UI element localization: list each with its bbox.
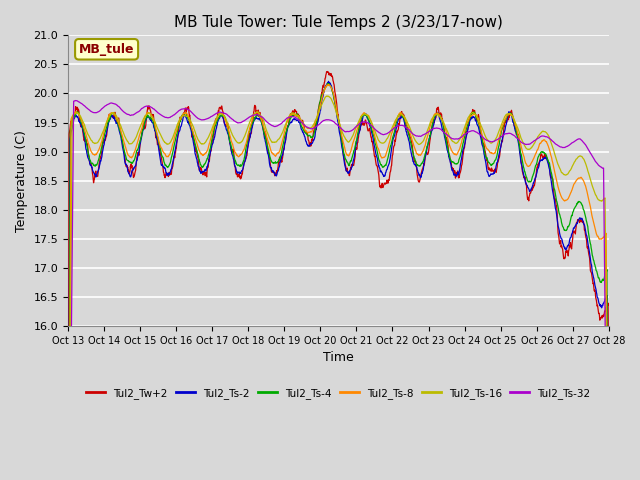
Text: MB_tule: MB_tule bbox=[79, 43, 134, 56]
X-axis label: Time: Time bbox=[323, 351, 354, 364]
Title: MB Tule Tower: Tule Temps 2 (3/23/17-now): MB Tule Tower: Tule Temps 2 (3/23/17-now… bbox=[174, 15, 503, 30]
Y-axis label: Temperature (C): Temperature (C) bbox=[15, 130, 28, 232]
Legend: Tul2_Tw+2, Tul2_Ts-2, Tul2_Ts-4, Tul2_Ts-8, Tul2_Ts-16, Tul2_Ts-32: Tul2_Tw+2, Tul2_Ts-2, Tul2_Ts-4, Tul2_Ts… bbox=[82, 384, 595, 403]
